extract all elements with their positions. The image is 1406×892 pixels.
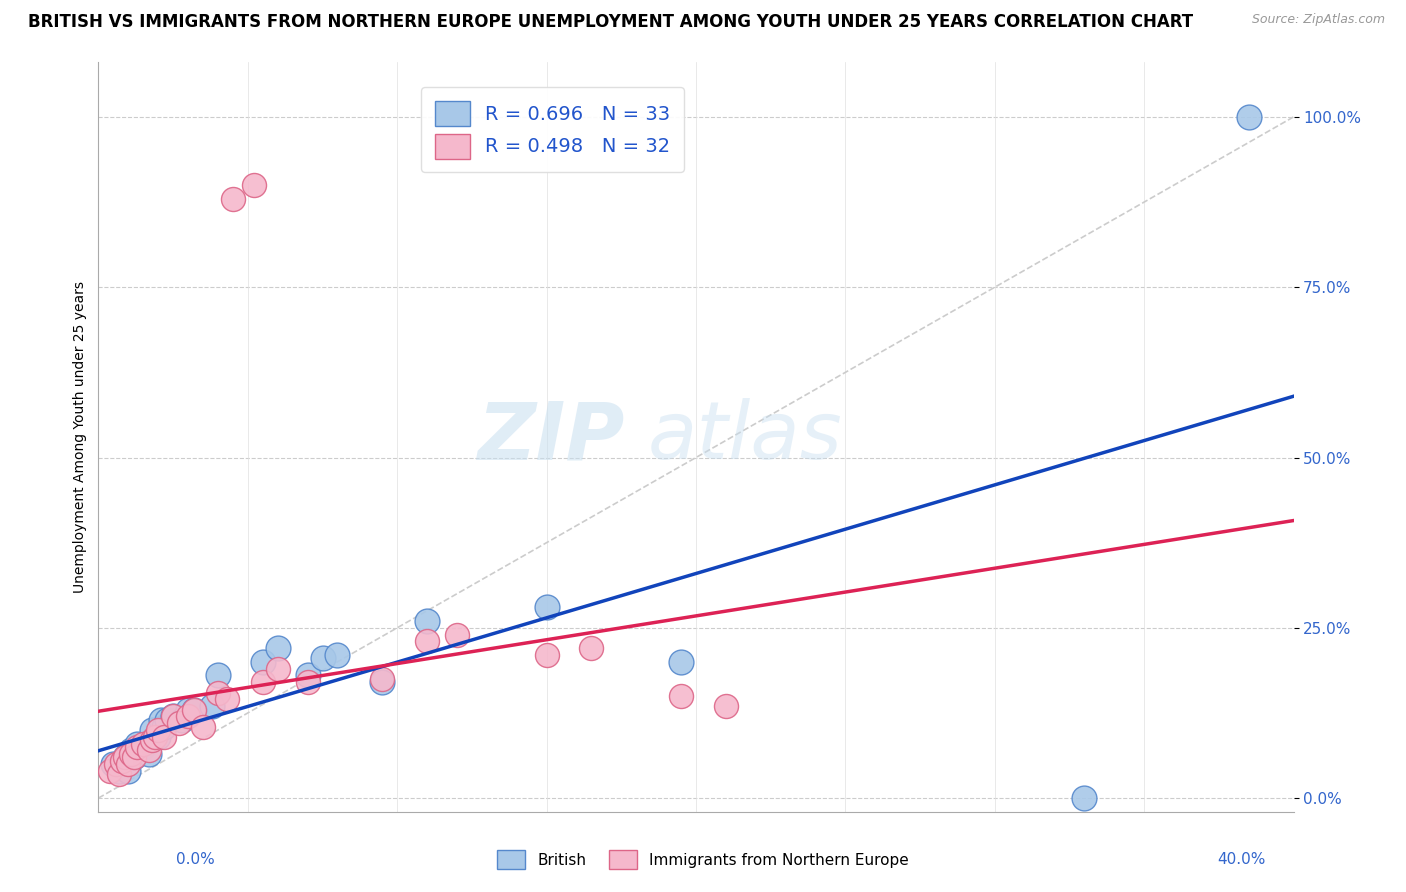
Point (124, 750, 146, 764)
Text: 40.0%: 40.0% (1218, 852, 1265, 867)
Point (98, 764, 122, 778)
Point (177, 702, 200, 716)
Point (201, 699, 224, 714)
Point (714, 699, 737, 714)
Point (117, 757, 139, 772)
Point (156, 713, 179, 727)
Point (536, 648, 558, 662)
Point (416, 614, 439, 628)
Point (153, 730, 176, 744)
Point (172, 713, 194, 727)
Point (124, 750, 146, 764)
Text: atlas: atlas (648, 398, 844, 476)
Point (117, 747, 139, 761)
Point (150, 713, 173, 727)
Point (581, 641, 603, 656)
Text: ZIP: ZIP (477, 398, 624, 476)
Point (207, 668, 229, 682)
Point (127, 737, 149, 751)
Point (167, 716, 190, 731)
Text: BRITISH VS IMMIGRANTS FROM NORTHERN EUROPE UNEMPLOYMENT AMONG YOUTH UNDER 25 YEA: BRITISH VS IMMIGRANTS FROM NORTHERN EURO… (28, 13, 1194, 31)
Text: Source: ZipAtlas.com: Source: ZipAtlas.com (1251, 13, 1385, 27)
Point (138, 743, 160, 757)
Point (267, 641, 290, 656)
Point (222, 192, 245, 206)
Point (120, 743, 142, 757)
Point (114, 750, 136, 764)
Y-axis label: Unemployment Among Youth under 25 years: Unemployment Among Youth under 25 years (73, 281, 87, 593)
Point (132, 739, 155, 754)
Point (252, 675, 274, 690)
Point (371, 675, 394, 690)
Point (117, 764, 139, 778)
Point (108, 764, 131, 778)
Point (669, 655, 692, 669)
Point (1237, 110, 1260, 124)
Point (446, 627, 468, 641)
Point (207, 685, 229, 699)
Point (326, 648, 349, 662)
Point (103, 757, 125, 772)
Point (148, 723, 170, 737)
Point (132, 737, 155, 751)
Point (105, 757, 128, 772)
Point (243, 178, 266, 192)
Point (153, 720, 176, 734)
Point (183, 702, 205, 716)
Point (127, 739, 149, 754)
Point (111, 754, 134, 768)
Point (191, 720, 214, 734)
Point (162, 709, 184, 723)
Point (114, 750, 136, 764)
Point (143, 730, 166, 744)
Point (183, 702, 205, 716)
Legend: British, Immigrants from Northern Europe: British, Immigrants from Northern Europe (491, 844, 915, 875)
Point (141, 733, 163, 747)
Point (141, 723, 163, 737)
Point (148, 730, 170, 744)
Point (177, 709, 200, 723)
Legend: R = 0.696   N = 33, R = 0.498   N = 32: R = 0.696 N = 33, R = 0.498 N = 32 (422, 87, 683, 172)
Point (252, 655, 274, 669)
Point (371, 672, 394, 686)
Text: 0.0%: 0.0% (176, 852, 215, 867)
Point (138, 747, 160, 761)
Point (162, 709, 184, 723)
Point (311, 651, 333, 665)
Point (1073, 791, 1095, 805)
Point (669, 689, 692, 703)
Point (297, 675, 319, 690)
Point (267, 662, 290, 676)
Point (111, 754, 134, 768)
Point (536, 600, 558, 615)
Point (120, 747, 142, 761)
Point (215, 692, 238, 706)
Point (108, 767, 131, 781)
Point (297, 668, 319, 682)
Point (416, 634, 439, 648)
